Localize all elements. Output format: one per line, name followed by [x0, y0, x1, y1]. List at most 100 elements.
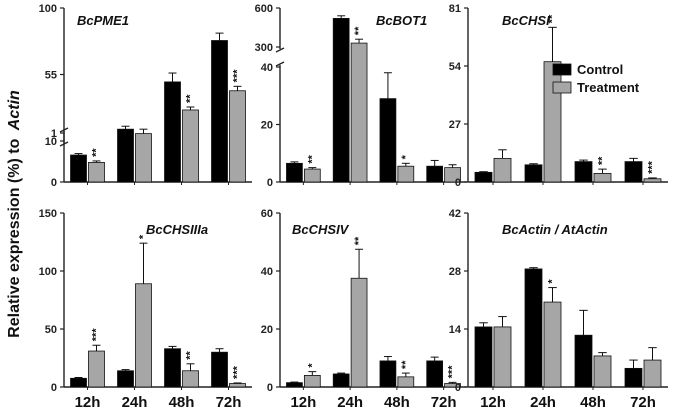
panel-title: BcCHSIV — [292, 222, 350, 237]
control-bar — [474, 326, 493, 388]
y-tick-label: 50 — [45, 324, 57, 336]
y-tick-label: 28 — [449, 266, 461, 278]
y-tick-label: 60 — [261, 208, 273, 220]
treatment-bar — [643, 359, 662, 388]
significance-marker: * — [306, 363, 318, 368]
x-tick-label: 12h — [290, 394, 316, 411]
significance-marker: ** — [547, 14, 559, 23]
significance-marker: ** — [597, 156, 609, 165]
y-tick-label: 0 — [51, 177, 57, 189]
control-bar — [70, 377, 87, 388]
control-bar — [164, 81, 181, 183]
axis-break-mark — [59, 141, 69, 147]
control-bar — [211, 351, 228, 388]
control-bar — [574, 334, 593, 388]
control-bar — [117, 370, 134, 388]
treatment-bar — [135, 133, 152, 183]
treatment-bar — [135, 283, 152, 388]
significance-marker: *** — [447, 365, 459, 379]
y-tick-label: 0 — [455, 177, 461, 189]
legend-swatch — [552, 63, 572, 76]
y-tick-label: 20 — [261, 324, 273, 336]
legend: Control Treatment — [552, 62, 640, 95]
significance-marker: ** — [353, 236, 365, 245]
significance-marker: *** — [647, 160, 659, 174]
treatment-bar — [543, 301, 562, 388]
x-tick-label: 72h — [630, 394, 656, 411]
control-bar — [524, 164, 543, 183]
control-bar — [164, 348, 181, 388]
y-tick-label: 150 — [39, 208, 57, 220]
y-tick-label: 600 — [255, 3, 273, 15]
control-bar — [332, 17, 350, 183]
y-tick-label: 10 — [45, 136, 57, 148]
treatment-bar — [493, 326, 512, 388]
panel-title: BcActin / AtActin — [502, 222, 608, 237]
x-tick-label: 72h — [431, 394, 457, 411]
control-bar — [70, 154, 87, 183]
control-bar — [474, 171, 493, 183]
legend-label: Treatment — [577, 80, 640, 95]
control-bar — [426, 360, 444, 388]
panel-5: 0 14 28 42 12h 24h * 48h 72h BcActin / AtActin — [449, 208, 668, 411]
control-bar — [524, 268, 543, 388]
significance-marker: ** — [353, 26, 365, 35]
treatment-bar — [593, 173, 612, 183]
treatment-bar — [182, 370, 199, 388]
x-tick-label: 24h — [122, 394, 148, 411]
treatment-bar — [229, 383, 246, 388]
significance-marker: ** — [184, 94, 196, 103]
treatment-bar — [303, 374, 321, 388]
y-tick-label: 14 — [449, 324, 462, 336]
y-tick-label: 100 — [39, 3, 57, 15]
significance-marker: ** — [400, 360, 412, 369]
y-tick-label: 300 — [255, 42, 273, 54]
axis-break-mark — [275, 47, 285, 53]
treatment-bar — [493, 157, 512, 183]
y-tick-label: 42 — [449, 208, 461, 220]
significance-marker: * — [137, 234, 149, 239]
axis-break-mark — [275, 61, 285, 67]
y-tick-label: 0 — [455, 382, 461, 394]
y-tick-label: 54 — [449, 61, 462, 73]
panel-title: BcPME1 — [77, 13, 129, 28]
treatment-bar — [303, 168, 321, 183]
treatment-bar — [543, 61, 562, 183]
significance-marker: *** — [90, 328, 102, 342]
control-bar — [117, 128, 134, 183]
treatment-bar — [397, 165, 415, 183]
panel-4: 0 20 40 60 12h * 24h ** 48h ** 72h *** BcCHSIV — [261, 208, 467, 411]
axis-break-mark — [59, 127, 69, 133]
legend-swatch — [552, 81, 572, 94]
treatment-bar — [88, 161, 105, 183]
significance-marker: ** — [306, 154, 318, 163]
panel-title: BcCHSIIIa — [146, 222, 208, 237]
x-tick-label: 12h — [75, 394, 101, 411]
panel-title: BcBOT1 — [376, 13, 427, 28]
y-tick-label: 40 — [261, 266, 273, 278]
significance-marker: ** — [90, 148, 102, 157]
y-tick-label: 100 — [39, 266, 57, 278]
control-bar — [211, 40, 228, 183]
treatment-bar — [350, 277, 368, 388]
control-bar — [332, 373, 350, 388]
significance-marker: *** — [231, 365, 243, 379]
x-tick-label: 12h — [480, 394, 506, 411]
significance-marker: * — [547, 279, 559, 284]
y-tick-label: 0 — [267, 177, 273, 189]
control-bar — [624, 161, 643, 183]
treatment-bar — [350, 42, 368, 183]
control-bar — [426, 165, 444, 183]
significance-marker: ** — [184, 351, 196, 360]
y-axis-label: Relative expression (%) to Actin — [6, 90, 23, 338]
y-tick-label: 81 — [449, 3, 461, 15]
legend-label: Control — [577, 62, 623, 77]
y-tick-label: 40 — [261, 62, 273, 74]
control-bar — [286, 382, 303, 388]
panel-3: 0 50 100 150 12h *** 24h * 48h ** 72h *** BcCHSIIIa — [39, 208, 252, 411]
significance-marker: * — [400, 154, 412, 159]
